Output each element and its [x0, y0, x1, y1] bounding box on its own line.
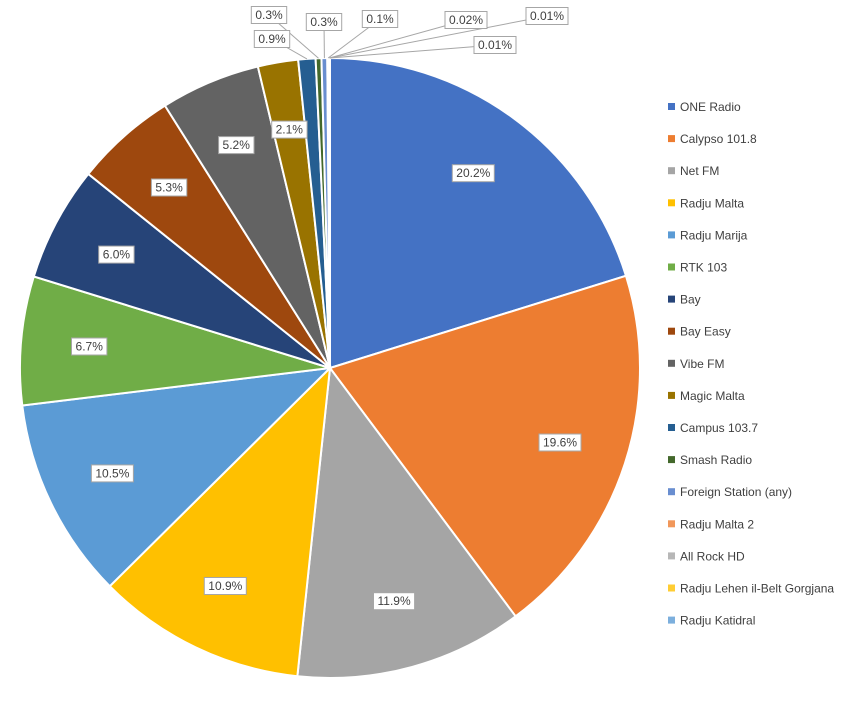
data-label-box-all-rock-hd: [444, 11, 488, 29]
data-label-all-rock-hd: 0.02%: [449, 13, 483, 27]
data-label-net-fm: 11.9%: [378, 594, 411, 608]
leader-radju-lehen-il-belt-gorgjana: [329, 15, 548, 59]
legend-label-rtk-103: RTK 103: [680, 261, 727, 275]
data-label-box-foreign-station-any: [305, 13, 343, 31]
legend-swatch-smash-radio: [668, 456, 675, 464]
data-label-rtk-103: 6.7%: [76, 340, 104, 354]
data-label-radju-lehen-il-belt-gorgjana: 0.01%: [530, 9, 564, 23]
legend-swatch-bay: [668, 295, 675, 303]
leader-radju-katidral: [329, 44, 496, 59]
data-label-box-bay: [98, 245, 135, 264]
legend-swatch-net-fm: [668, 167, 675, 175]
legend-label-campus-103-7: Campus 103.7: [680, 421, 758, 435]
data-label-box-radju-marija: [90, 464, 134, 483]
legend-swatch-magic-malta: [668, 391, 675, 399]
leader-all-rock-hd: [329, 19, 467, 59]
data-label-box-bay-easy: [150, 178, 188, 197]
data-label-bay: 6.0%: [103, 248, 131, 262]
data-label-radju-malta-2: 0.1%: [366, 12, 394, 26]
legend-swatch-foreign-station-any: [668, 488, 675, 496]
data-labels: 20.2% 19.6% 11.9% 10.9% 10.5% 6.7% 6.0% 5.3% 5.2…: [71, 6, 582, 611]
legend-label-radju-lehen-il-belt-gorgjana: Radju Lehen il-Belt Gorgjana: [680, 582, 834, 596]
legend-label-magic-malta: Magic Malta: [680, 389, 745, 403]
slice-calypso-101-8: [328, 274, 641, 618]
slice-one-radio: [329, 56, 628, 370]
legend-label-bay-easy: Bay Easy: [680, 325, 731, 339]
legend-swatch-bay-easy: [668, 327, 675, 335]
data-label-smash-radio: 0.3%: [255, 8, 283, 22]
legend-swatch-radju-malta-2: [668, 520, 675, 528]
data-label-magic-malta: 2.1%: [276, 123, 304, 137]
slice-rtk-103: [19, 275, 331, 407]
data-label-box-radju-katidral: [473, 36, 517, 54]
legend-swatch-rtk-103: [668, 263, 675, 271]
data-label-vibe-fm: 5.2%: [223, 138, 251, 152]
legend-label-radju-marija: Radju Marija: [680, 228, 748, 242]
legend-swatch-radju-malta: [668, 199, 675, 207]
legend-label-net-fm: Net FM: [680, 164, 719, 178]
data-label-box-rtk-103: [71, 337, 108, 356]
data-label-box-smash-radio: [250, 6, 288, 24]
legend-label-one-radio: ONE Radio: [680, 100, 741, 114]
legend-label-radju-malta-2: Radju Malta 2: [680, 517, 754, 531]
legend-swatch-campus-103-7: [668, 424, 675, 431]
legend-label-foreign-station-any: Foreign Station (any): [680, 485, 792, 499]
data-label-box-calypso-101-8: [538, 433, 582, 452]
data-label-box-one-radio: [451, 164, 495, 183]
data-label-calypso-101-8: 19.6%: [543, 436, 577, 450]
data-label-foreign-station-any: 0.3%: [310, 15, 338, 29]
legend-swatch-radju-katidral: [668, 616, 675, 624]
legend-label-all-rock-hd: All Rock HD: [680, 549, 745, 563]
legend-swatch-all-rock-hd: [668, 552, 675, 560]
slice-radju-malta: [108, 365, 332, 678]
data-label-box-campus-103-7: [253, 30, 291, 48]
data-label-box-vibe-fm: [218, 136, 255, 155]
data-label-box-net-fm: [373, 592, 416, 611]
legend-swatch-vibe-fm: [668, 359, 675, 367]
data-label-box-radju-lehen-il-belt-gorgjana: [525, 7, 569, 25]
data-label-one-radio: 20.2%: [456, 166, 490, 180]
legend-label-radju-katidral: Radju Katidral: [680, 614, 755, 628]
slice-net-fm: [296, 365, 517, 679]
legend-swatch-calypso-101-8: [668, 135, 675, 143]
slice-radju-marija: [21, 366, 333, 588]
data-label-bay-easy: 5.3%: [155, 181, 183, 195]
data-label-radju-katidral: 0.01%: [478, 38, 512, 52]
legend-label-bay: Bay: [680, 293, 701, 307]
legend-label-vibe-fm: Vibe FM: [680, 357, 724, 371]
data-label-radju-marija: 10.5%: [95, 466, 129, 480]
data-label-box-radju-malta: [203, 577, 247, 595]
pie-slices: [19, 56, 641, 679]
data-label-box-magic-malta: [271, 120, 308, 139]
legend-label-calypso-101-8: Calypso 101.8: [680, 132, 757, 146]
legend: ONE Radio Calypso 101.8 Net FM Radju Malta R…: [668, 100, 834, 628]
legend-label-radju-malta: Radju Malta: [680, 196, 744, 210]
data-label-radju-malta: 10.9%: [208, 579, 242, 593]
legend-swatch-radju-marija: [668, 231, 675, 239]
legend-swatch-radju-lehen-il-belt-gorgjana: [668, 584, 675, 592]
data-label-campus-103-7: 0.9%: [258, 32, 286, 46]
legend-swatch-one-radio: [668, 103, 675, 110]
data-label-box-radju-malta-2: [361, 10, 399, 28]
legend-label-smash-radio: Smash Radio: [680, 453, 752, 467]
